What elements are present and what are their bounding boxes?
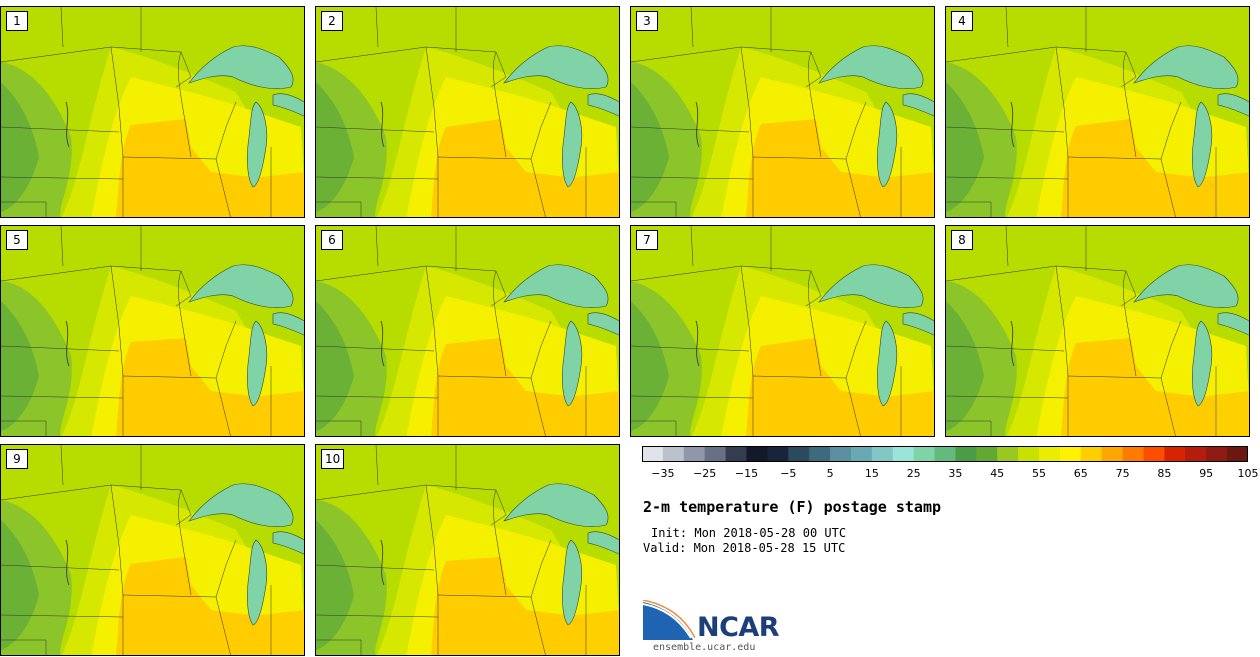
colorbar-swatch: [746, 446, 768, 462]
colorbar-tick-label: 75: [1115, 467, 1130, 480]
temperature-map: [631, 7, 934, 217]
member-number-label: 4: [951, 11, 973, 31]
temperature-map: [316, 226, 619, 436]
colorbar-tick-label: 25: [906, 467, 921, 480]
member-number-label: 2: [321, 11, 343, 31]
member-number-label: 6: [321, 230, 343, 250]
colorbar-tick-label: 55: [1032, 467, 1046, 480]
colorbar-tick-label: −15: [734, 467, 759, 480]
colorbar-tick-label: 5: [826, 467, 834, 480]
colorbar-swatch: [976, 446, 998, 462]
member-number-label: 10: [321, 449, 345, 469]
colorbar-swatch: [871, 446, 894, 462]
member-number-label: 5: [6, 230, 28, 250]
temperature-colorbar: [642, 446, 1248, 462]
colorbar-swatch: [683, 446, 706, 462]
colorbar-tick-label: 15: [864, 467, 879, 480]
member-number-label: 8: [951, 230, 973, 250]
temperature-map: [946, 7, 1249, 217]
valid-time: Valid: Mon 2018-05-28 15 UTC: [643, 541, 846, 555]
colorbar-tick-label: 35: [948, 467, 963, 480]
member-panel-4: 4: [945, 6, 1250, 218]
colorbar-swatch: [913, 446, 936, 462]
colorbar-swatch: [788, 446, 810, 462]
colorbar-swatch: [1227, 446, 1248, 462]
colorbar-swatch: [1059, 446, 1082, 462]
member-panel-5: 5: [0, 225, 305, 437]
member-panel-1: 1: [0, 6, 305, 218]
colorbar-swatch: [892, 446, 915, 462]
product-title: 2-m temperature (F) postage stamp: [643, 498, 942, 516]
member-panel-7: 7: [630, 225, 935, 437]
colorbar-border: [642, 446, 1248, 462]
member-number-label: 9: [6, 449, 28, 469]
colorbar-tick-label: 85: [1157, 467, 1172, 480]
temperature-map: [316, 7, 619, 217]
colorbar-swatch: [662, 446, 685, 462]
colorbar-swatch: [1122, 446, 1145, 462]
colorbar-tick-label: 45: [990, 467, 1005, 480]
colorbar-swatch: [850, 446, 873, 462]
colorbar-swatch: [1080, 446, 1103, 462]
member-number-label: 3: [636, 11, 658, 31]
colorbar-swatch: [1039, 446, 1061, 462]
colorbar-swatch: [997, 446, 1019, 462]
colorbar-tick-label: 95: [1199, 467, 1214, 480]
colorbar-swatch: [934, 446, 956, 462]
colorbar-swatch: [642, 446, 664, 462]
init-time: Init: Mon 2018-05-28 00 UTC: [651, 526, 847, 540]
colorbar-swatch: [1101, 446, 1124, 462]
temperature-map: [1, 226, 304, 436]
colorbar-tick-label: 105: [1237, 467, 1259, 480]
colorbar-swatch: [809, 446, 831, 462]
member-number-label: 1: [6, 11, 28, 31]
temperature-map: [1, 7, 304, 217]
colorbar-swatch: [1143, 446, 1165, 462]
ncar-url: ensemble.ucar.edu: [653, 642, 756, 653]
temperature-map: [316, 445, 619, 655]
colorbar-tick-label: −35: [651, 467, 675, 480]
temperature-map: [1, 445, 304, 655]
member-number-label: 7: [636, 230, 658, 250]
colorbar-swatch: [704, 446, 727, 462]
colorbar-swatch: [1185, 446, 1207, 462]
member-panel-8: 8: [945, 225, 1250, 437]
colorbar-swatch: [830, 446, 852, 462]
member-panel-2: 2: [315, 6, 620, 218]
ncar-logo-icon: [643, 600, 695, 640]
colorbar-swatch: [1206, 446, 1228, 462]
member-panel-6: 6: [315, 225, 620, 437]
temperature-map: [946, 226, 1249, 436]
colorbar-tick-label: 65: [1073, 467, 1088, 480]
colorbar-tick-label: −25: [693, 467, 717, 480]
colorbar-swatch: [1018, 446, 1040, 462]
colorbar-tick-label: −5: [780, 467, 797, 480]
ncar-logo-text: NCAR: [697, 612, 780, 643]
member-panel-10: 10: [315, 444, 620, 656]
colorbar-swatch: [955, 446, 977, 462]
colorbar-swatch: [1164, 446, 1186, 462]
member-panel-3: 3: [630, 6, 935, 218]
temperature-map: [631, 226, 934, 436]
colorbar-swatch: [767, 446, 789, 462]
colorbar-swatch: [725, 446, 747, 462]
member-panel-9: 9: [0, 444, 305, 656]
